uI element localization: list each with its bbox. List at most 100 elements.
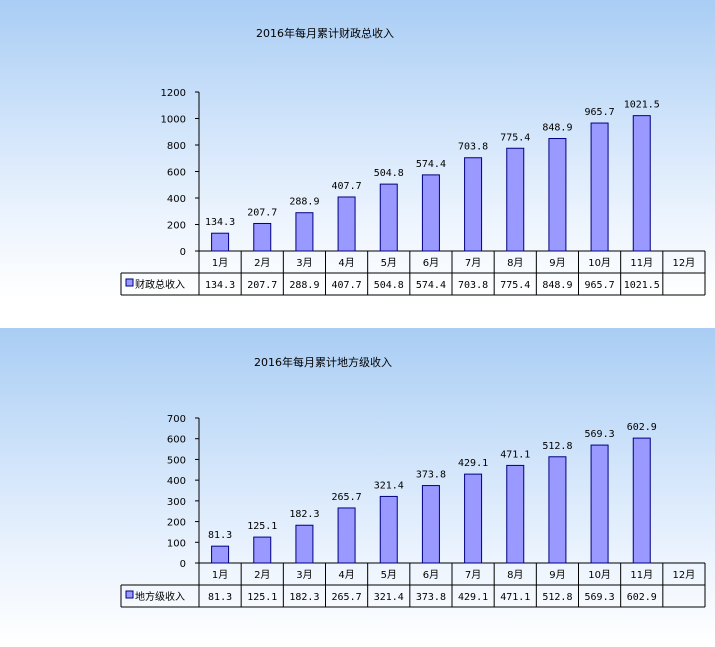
bar: [506, 147, 525, 252]
table-cell-value: 407.7: [332, 280, 362, 291]
y-tick-label: 300: [167, 497, 186, 508]
y-tick-label: 400: [167, 194, 186, 205]
table-cell-value: 703.8: [458, 280, 488, 291]
chart-title: 2016年每月累计财政总收入: [256, 26, 394, 40]
bar: [590, 122, 609, 252]
x-category-label: 10月: [588, 569, 611, 581]
bar: [464, 473, 483, 564]
x-category-label: 9月: [549, 257, 565, 269]
bar: [506, 464, 525, 564]
table-cell-value: 602.9: [627, 592, 657, 603]
table-cell-value: 321.4: [374, 592, 404, 603]
table-cell-value: 775.4: [500, 280, 530, 291]
x-category-label: 2月: [254, 569, 270, 581]
data-label: 471.1: [500, 449, 530, 460]
table-cell-value: 288.9: [289, 280, 319, 291]
bar: [421, 485, 440, 564]
bar: [253, 536, 272, 564]
x-category-label: 8月: [507, 257, 523, 269]
table-cell-value: 182.3: [289, 592, 319, 603]
bar: [337, 507, 356, 564]
x-category-label: 6月: [423, 257, 439, 269]
y-tick-label: 0: [180, 247, 186, 258]
bar: [632, 437, 651, 564]
data-label: 504.8: [374, 168, 404, 179]
table-cell-value: 429.1: [458, 592, 488, 603]
x-category-label: 5月: [381, 569, 397, 581]
table-cell-value: 848.9: [542, 280, 572, 291]
bar: [379, 495, 398, 564]
chart-panel-local-revenue: 2016年每月累计地方级收入 0 100 200 300 400 500 600 700 地方级…: [0, 328, 715, 647]
bar: [295, 212, 314, 252]
chart-local-revenue: 2016年每月累计地方级收入 0 100 200 300 400 500 600 700 地方级…: [120, 355, 706, 608]
data-label: 265.7: [332, 492, 362, 503]
x-category-label: 1月: [212, 257, 228, 269]
x-category-label: 8月: [507, 569, 523, 581]
x-category-label: 7月: [465, 257, 481, 269]
y-tick-label: 600: [167, 168, 186, 179]
table-cell-value: 504.8: [374, 280, 404, 291]
bar: [211, 545, 230, 564]
data-label: 125.1: [247, 521, 277, 532]
bar: [632, 115, 651, 252]
x-category-label: 7月: [465, 569, 481, 581]
data-label: 373.8: [416, 470, 446, 481]
data-label: 602.9: [627, 422, 657, 433]
x-category-label: 10月: [588, 257, 611, 269]
x-category-label: 4月: [338, 569, 354, 581]
x-category-label: 1月: [212, 569, 228, 581]
y-tick-label: 800: [167, 141, 186, 152]
data-label: 775.4: [500, 132, 530, 143]
table-cell-value: 569.3: [585, 592, 615, 603]
bar: [464, 157, 483, 252]
bar: [337, 196, 356, 252]
x-category-label: 9月: [549, 569, 565, 581]
data-label: 81.3: [208, 530, 232, 541]
data-label: 569.3: [585, 429, 615, 440]
y-tick-label: 0: [180, 559, 186, 570]
table-cell-value: 965.7: [585, 280, 615, 291]
data-label: 965.7: [585, 107, 615, 118]
table-cell-value: 471.1: [500, 592, 530, 603]
y-tick-label: 400: [167, 476, 186, 487]
x-category-label: 4月: [338, 257, 354, 269]
bar: [253, 222, 272, 252]
x-category-label: 2月: [254, 257, 270, 269]
y-tick-label: 600: [167, 435, 186, 446]
x-category-label: 6月: [423, 569, 439, 581]
data-label: 407.7: [332, 181, 362, 192]
y-tick-label: 200: [167, 518, 186, 529]
data-label: 288.9: [289, 197, 319, 208]
chart-title: 2016年每月累计地方级收入: [254, 355, 392, 369]
data-label: 574.4: [416, 159, 446, 170]
y-tick-label: 200: [167, 221, 186, 232]
table-cell-value: 373.8: [416, 592, 446, 603]
y-tick-label: 1000: [161, 115, 186, 126]
table-cell-value: 512.8: [542, 592, 572, 603]
table-cell-value: 134.3: [205, 280, 235, 291]
bar: [211, 232, 230, 252]
table-cell-value: 574.4: [416, 280, 446, 291]
legend-swatch: [125, 278, 134, 287]
chart-total-revenue: 2016年每月累计财政总收入 0 200 400 600 800 1000 1200 财政总收…: [120, 26, 706, 296]
bar: [421, 174, 440, 252]
bar: [295, 524, 314, 564]
data-label: 703.8: [458, 142, 488, 153]
legend-label: 财政总收入: [135, 278, 185, 291]
table-cell-value: 265.7: [332, 592, 362, 603]
data-label: 182.3: [289, 509, 319, 520]
table-cell-value: 207.7: [247, 280, 277, 291]
legend-swatch: [125, 590, 134, 599]
data-label: 512.8: [542, 441, 572, 452]
y-tick-label: 100: [167, 538, 186, 549]
x-category-label: 12月: [673, 569, 696, 581]
x-category-label: 3月: [296, 257, 312, 269]
data-label: 1021.5: [624, 100, 660, 111]
table-cell-value: 81.3: [208, 592, 232, 603]
x-category-label: 12月: [673, 257, 696, 269]
table-cell-value: 1021.5: [624, 280, 660, 291]
x-category-label: 11月: [630, 257, 653, 269]
legend-label: 地方级收入: [135, 590, 185, 603]
bar: [379, 183, 398, 252]
data-label: 134.3: [205, 217, 235, 228]
